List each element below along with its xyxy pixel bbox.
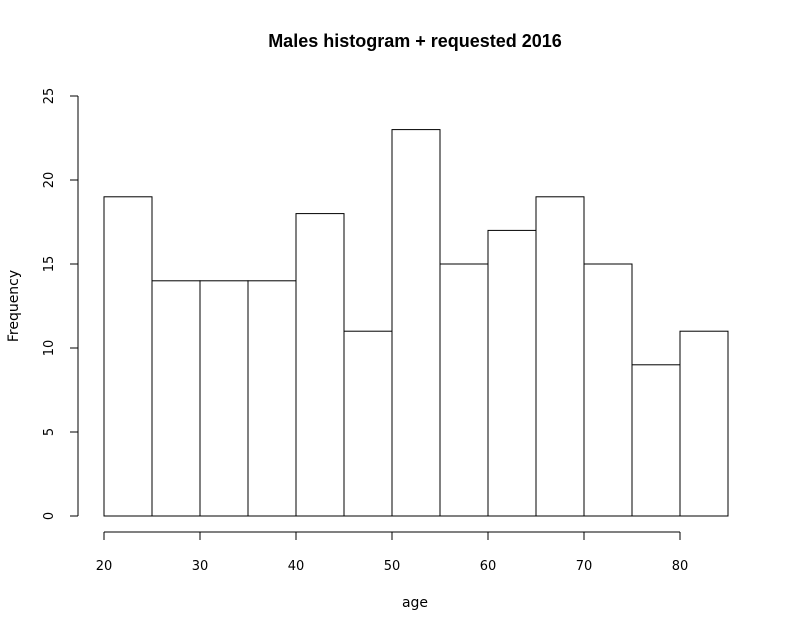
x-tick-label-40: 40 — [288, 559, 305, 574]
histogram-bar-20-25 — [103, 196, 153, 517]
y-tick-label-0: 0 — [42, 512, 57, 520]
x-axis: 20 30 40 50 60 70 80 — [96, 531, 689, 574]
histogram-bar-80-85 — [679, 330, 729, 517]
histogram-bar-45-50 — [343, 330, 393, 517]
histogram-bar-75-80 — [631, 364, 681, 517]
bars-group — [103, 129, 729, 517]
histogram-bar-55-60 — [439, 263, 489, 517]
histogram-bar-40-45 — [295, 213, 345, 517]
histogram-bar-50-55 — [391, 129, 441, 517]
histogram-bar-70-75 — [583, 263, 633, 517]
x-tick-label-50: 50 — [384, 559, 401, 574]
histogram-bar-30-35 — [199, 280, 249, 517]
y-tick-label-15: 15 — [42, 256, 57, 273]
y-axis-label: Frequency — [6, 270, 22, 342]
x-axis-label: age — [402, 595, 428, 611]
y-tick-label-20: 20 — [42, 172, 57, 189]
y-tick-label-10: 10 — [42, 340, 57, 357]
x-tick-label-30: 30 — [192, 559, 209, 574]
x-tick-label-20: 20 — [96, 559, 113, 574]
y-tick-label-25: 25 — [42, 88, 57, 105]
histogram-bar-35-40 — [247, 280, 297, 517]
histogram-bar-25-30 — [151, 280, 201, 517]
x-tick-label-80: 80 — [672, 559, 689, 574]
x-tick-label-60: 60 — [480, 559, 497, 574]
histogram-bar-60-65 — [487, 229, 537, 517]
histogram-bar-65-70 — [535, 196, 585, 517]
y-axis: 0 5 10 15 20 25 — [42, 88, 79, 520]
y-tick-label-5: 5 — [42, 428, 57, 436]
x-tick-label-70: 70 — [576, 559, 593, 574]
chart-title: Males histogram + requested 2016 — [268, 31, 562, 51]
